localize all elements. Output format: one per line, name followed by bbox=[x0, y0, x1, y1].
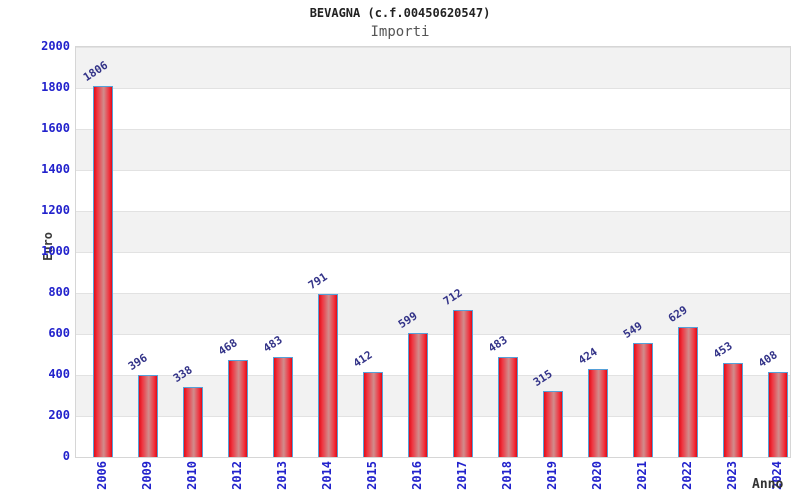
bar-value-label: 483 bbox=[485, 333, 510, 355]
bar bbox=[138, 375, 158, 457]
bar bbox=[318, 294, 338, 457]
x-tick-label: 2021 bbox=[635, 461, 649, 490]
y-tick-label: 0 bbox=[62, 449, 70, 463]
bar bbox=[543, 391, 563, 457]
bar-value-label: 396 bbox=[125, 351, 150, 373]
x-tick-label: 2018 bbox=[500, 461, 514, 490]
x-tick-label: 2012 bbox=[230, 461, 244, 490]
bar-value-label: 468 bbox=[215, 336, 240, 358]
y-tick-label: 2000 bbox=[41, 39, 70, 53]
x-tick-label: 2019 bbox=[545, 461, 559, 490]
y-tick-label: 200 bbox=[48, 408, 70, 422]
bar-value-label: 483 bbox=[260, 333, 285, 355]
bar bbox=[408, 333, 428, 457]
bar-value-label: 315 bbox=[530, 367, 555, 389]
bar bbox=[93, 86, 113, 457]
chart-subtitle: Importi bbox=[370, 24, 430, 40]
bar bbox=[768, 372, 788, 457]
bar bbox=[453, 310, 473, 457]
bar bbox=[723, 363, 743, 457]
x-tick-label: 2013 bbox=[275, 461, 289, 490]
bar bbox=[183, 387, 203, 457]
y-tick-label: 1000 bbox=[41, 244, 70, 258]
y-tick-label: 1400 bbox=[41, 162, 70, 176]
bar-value-label: 408 bbox=[755, 348, 780, 370]
bar-value-label: 412 bbox=[350, 348, 375, 370]
y-tick-label: 400 bbox=[48, 367, 70, 381]
x-tick-label: 2010 bbox=[185, 461, 199, 490]
bar-value-label: 712 bbox=[440, 286, 465, 308]
bar-value-label: 338 bbox=[170, 363, 195, 385]
x-tick-label: 2009 bbox=[140, 461, 154, 490]
bar bbox=[498, 357, 518, 457]
bar bbox=[633, 343, 653, 457]
x-tick-label: 2023 bbox=[725, 461, 739, 490]
x-tick-label: 2017 bbox=[455, 461, 469, 490]
bar-value-label: 599 bbox=[395, 309, 420, 331]
bar bbox=[228, 360, 248, 457]
bar bbox=[273, 357, 293, 457]
plot-area: 1806 396 338 468 483 791 412 599 712 483 315 424 549… bbox=[75, 46, 791, 458]
bar bbox=[588, 369, 608, 457]
x-tick-label: 2006 bbox=[95, 461, 109, 490]
y-tick-label: 1200 bbox=[41, 203, 70, 217]
bar bbox=[678, 327, 698, 457]
bar-value-label: 791 bbox=[305, 270, 330, 292]
bar-value-label: 424 bbox=[575, 345, 600, 367]
y-tick-label: 1600 bbox=[41, 121, 70, 135]
bar bbox=[363, 372, 383, 457]
y-tick-label: 800 bbox=[48, 285, 70, 299]
bar-value-label: 453 bbox=[710, 339, 735, 361]
x-axis-title: Anno bbox=[752, 477, 784, 492]
x-tick-label: 2016 bbox=[410, 461, 424, 490]
chart-title: BEVAGNA (c.f.00450620547) bbox=[309, 6, 491, 20]
x-tick-label: 2022 bbox=[680, 461, 694, 490]
bar-value-label: 549 bbox=[620, 319, 645, 341]
bar-value-label: 629 bbox=[665, 303, 690, 325]
x-tick-label: 2014 bbox=[320, 461, 334, 490]
bar-value-label: 1806 bbox=[80, 58, 111, 84]
x-tick-label: 2015 bbox=[365, 461, 379, 490]
y-tick-label: 1800 bbox=[41, 80, 70, 94]
x-tick-label: 2020 bbox=[590, 461, 604, 490]
y-tick-label: 600 bbox=[48, 326, 70, 340]
